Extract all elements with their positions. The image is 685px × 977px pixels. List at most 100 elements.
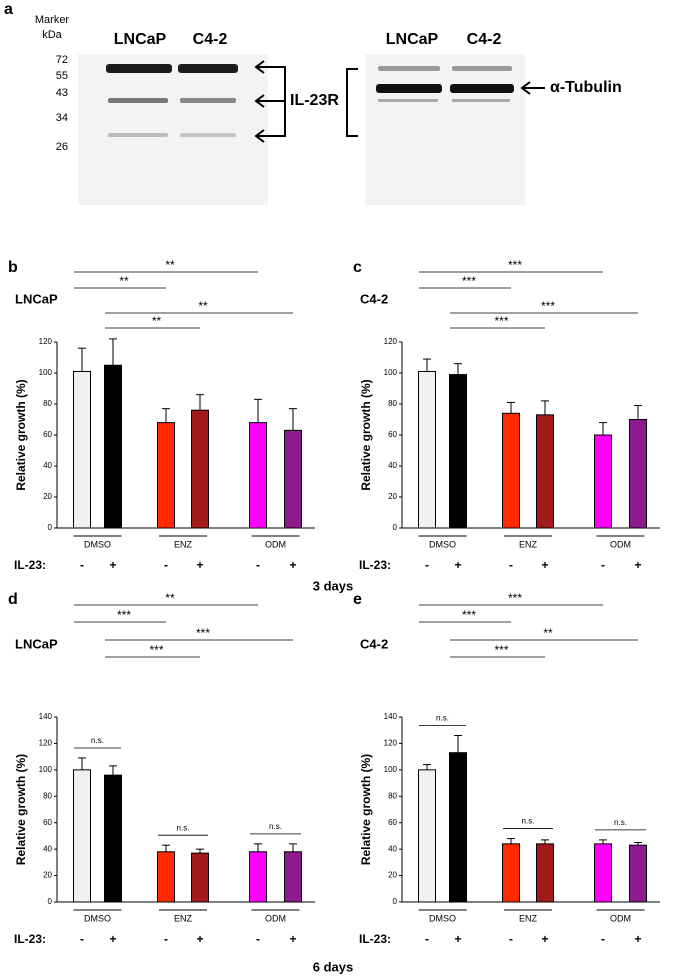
group-label: ENZ [174, 539, 193, 549]
y-tick-label: 140 [384, 712, 398, 721]
bar [418, 370, 436, 529]
band [180, 133, 236, 137]
band [180, 98, 236, 103]
y-tick-label: 100 [384, 765, 398, 774]
x-tick-label: + [634, 932, 641, 946]
band [178, 64, 238, 73]
significance-label: ** [152, 314, 162, 328]
y-tick-label: 0 [393, 897, 398, 906]
bar [284, 851, 302, 903]
y-tick-label: 20 [388, 492, 397, 501]
arrows [254, 60, 545, 143]
bar [629, 419, 647, 529]
x-tick-label: + [541, 558, 548, 572]
bar [594, 434, 612, 529]
x-tick-label: - [601, 558, 605, 572]
x-tick-label: - [256, 558, 260, 572]
y-tick-label: 100 [39, 765, 53, 774]
significance-label: *** [196, 626, 210, 640]
panel-letter: b [8, 259, 18, 276]
band [452, 99, 510, 102]
y-tick-label: 20 [43, 492, 52, 501]
y-tick-label: 40 [43, 844, 52, 853]
y-tick-label: 80 [43, 791, 52, 800]
y-axis-label: Relative growth (%) [359, 754, 373, 865]
chart-panel: b LNCaP Relative growth (%) 0 20 40 60 80 100 120… [8, 258, 315, 572]
bar [157, 851, 175, 903]
x-tick-label: - [601, 932, 605, 946]
panel-letter: e [353, 591, 362, 608]
group-label: DMSO [84, 539, 111, 549]
y-axis-label: Relative growth (%) [14, 379, 28, 490]
marker-value: 72 [56, 54, 68, 66]
marker-label: kDa [42, 29, 62, 41]
x-tick-label: - [425, 932, 429, 946]
group-label: ODM [265, 913, 286, 923]
x-tick-label: - [509, 932, 513, 946]
y-tick-label: 40 [388, 844, 397, 853]
pair-label: n.s. [91, 736, 104, 745]
chart-subtitle: C4-2 [360, 291, 388, 306]
x-tick-label: + [109, 932, 116, 946]
y-axis-label: Relative growth (%) [359, 379, 373, 490]
x-tick-label: + [634, 558, 641, 572]
group-label: ODM [610, 913, 631, 923]
marker-value: 55 [56, 70, 68, 82]
x-tick-label: - [509, 558, 513, 572]
y-tick-label: 20 [388, 871, 397, 880]
x-tick-label: - [425, 558, 429, 572]
bar [449, 752, 467, 903]
protein-label: IL-23R [290, 92, 339, 109]
y-tick-label: 120 [39, 337, 53, 346]
lane-label: LNCaP [386, 31, 439, 48]
y-tick-label: 0 [393, 523, 398, 532]
bar [191, 852, 209, 903]
group-label: DMSO [429, 913, 456, 923]
group-label: ODM [610, 539, 631, 549]
marker-value: 43 [56, 87, 68, 99]
band [108, 133, 168, 137]
y-tick-label: 100 [39, 368, 53, 377]
pair-label: n.s. [522, 817, 535, 826]
bar [536, 414, 554, 529]
x-tick-label: + [454, 558, 461, 572]
row-label: IL-23: [14, 558, 46, 572]
significance-label: ** [165, 258, 175, 272]
bar [449, 374, 467, 529]
western-blot: a Marker kDa 72 55 43 34 26 LNCaP C4-2 L… [4, 1, 622, 205]
pair-label: n.s. [436, 714, 449, 723]
x-tick-label: - [80, 558, 84, 572]
y-tick-label: 100 [384, 368, 398, 377]
marker-value: 26 [56, 141, 68, 153]
x-tick-label: - [80, 932, 84, 946]
blot-image [78, 54, 268, 205]
significance-label: *** [508, 591, 522, 605]
x-tick-label: + [109, 558, 116, 572]
x-tick-label: + [196, 558, 203, 572]
significance-label: ** [198, 299, 208, 313]
group-label: DMSO [84, 913, 111, 923]
chart-subtitle: LNCaP [15, 636, 58, 651]
x-tick-label: - [256, 932, 260, 946]
row-label: IL-23: [14, 932, 46, 946]
significance-label: *** [508, 258, 522, 272]
lane-label: C4-2 [193, 31, 228, 48]
x-tick-label: - [164, 932, 168, 946]
blot-image [365, 54, 525, 205]
x-tick-label: - [164, 558, 168, 572]
y-tick-label: 120 [384, 739, 398, 748]
significance-label: *** [494, 314, 508, 328]
significance-label: *** [462, 608, 476, 622]
y-tick-label: 40 [43, 461, 52, 470]
y-tick-label: 60 [388, 818, 397, 827]
panel-letter: a [4, 1, 13, 18]
chart-subtitle: LNCaP [15, 291, 58, 306]
x-tick-label: + [289, 558, 296, 572]
x-tick-label: + [541, 932, 548, 946]
bar [629, 844, 647, 903]
y-tick-label: 80 [388, 399, 397, 408]
bar [191, 409, 209, 529]
y-tick-label: 0 [48, 897, 53, 906]
y-tick-label: 60 [43, 818, 52, 827]
